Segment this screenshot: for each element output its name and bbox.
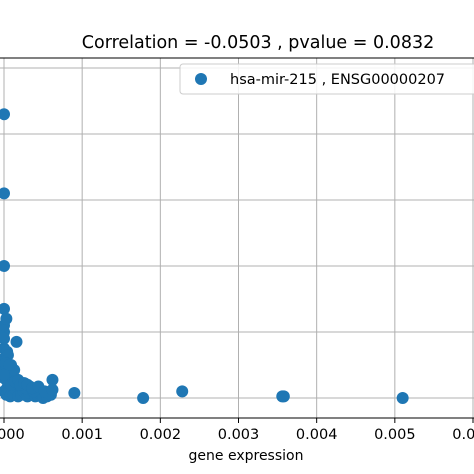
plot-frame	[0, 57, 474, 419]
x-tick-label: 0.000	[0, 427, 25, 443]
scatter-point	[176, 385, 189, 398]
scatter-point	[0, 368, 10, 381]
scatter-point	[396, 392, 409, 404]
chart-title: Correlation = -0.0503 , pvalue = 0.0832	[82, 33, 434, 53]
legend-box	[179, 63, 474, 95]
scatter-point	[46, 373, 59, 386]
x-tick-label: 0.001	[61, 427, 103, 443]
scatter-point	[0, 332, 10, 345]
scatter-point	[10, 335, 23, 348]
legend-label: hsa-mir-215 , ENSG00000207	[230, 72, 445, 88]
x-tick-label: 0.003	[218, 427, 260, 443]
x-axis-ticks: 0.000 0.001 0.002 0.003 0.004 0.005 0.006	[0, 418, 474, 443]
scatter-point	[137, 392, 150, 404]
scatter-point	[277, 390, 290, 403]
scatter-point	[0, 260, 10, 272]
scatter-point	[3, 359, 16, 371]
x-tick-label: 0.002	[140, 427, 182, 443]
scatter-points	[0, 108, 409, 404]
x-axis-label: gene expression	[189, 448, 304, 464]
x-tick-label: 0.006	[452, 427, 474, 443]
scatter-point	[0, 187, 10, 200]
x-tick-label: 0.004	[296, 427, 338, 443]
grid	[0, 58, 474, 418]
scatter-point	[0, 312, 13, 325]
scatter-point	[46, 383, 59, 396]
scatter-point	[0, 108, 10, 121]
legend-marker	[195, 73, 207, 85]
legend: hsa-mir-215 , ENSG00000207	[179, 63, 474, 95]
x-tick-label: 0.005	[374, 427, 416, 443]
scatter-point	[68, 387, 81, 400]
scatter-point	[0, 302, 10, 315]
